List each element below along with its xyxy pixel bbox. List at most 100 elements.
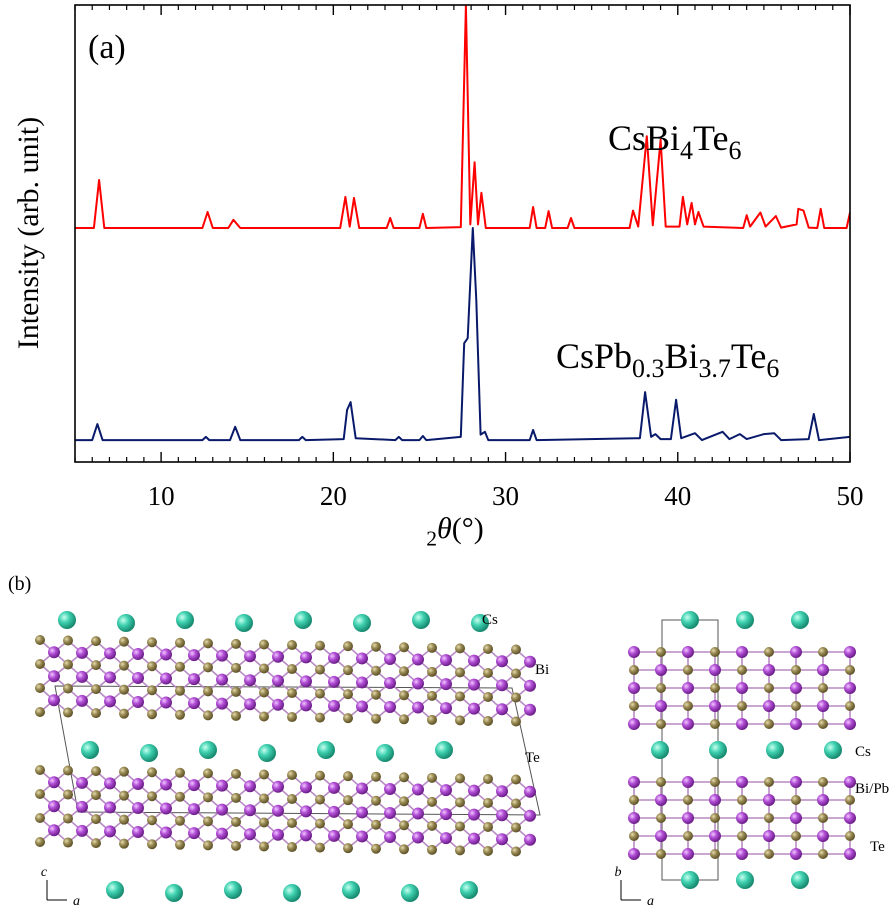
atom-bi (468, 833, 480, 845)
atom-te (791, 701, 801, 711)
atom-te (203, 710, 213, 720)
atom-te (203, 686, 213, 696)
atom-bi (384, 653, 396, 665)
atom-bi (216, 804, 228, 816)
atom-bi (628, 646, 640, 658)
atom-te (483, 822, 493, 832)
atom-bi (628, 776, 640, 788)
atom-cs (791, 611, 809, 629)
atom-bi (655, 664, 667, 676)
atom-te (399, 690, 409, 700)
atom-bi (440, 832, 452, 844)
atom-bi (763, 830, 775, 842)
atom-te (259, 841, 269, 851)
atom-cs (376, 744, 394, 762)
atom-te (35, 765, 45, 775)
atom-bi (104, 647, 116, 659)
atom-te (764, 813, 774, 823)
series-label: CsBi4Te6 (608, 118, 741, 165)
atom-te (511, 645, 521, 655)
atom-label: Cs (855, 744, 871, 760)
atom-bi (244, 650, 256, 662)
atom-te (511, 847, 521, 857)
atom-te (343, 819, 353, 829)
atom-bi (412, 832, 424, 844)
atom-te (371, 844, 381, 854)
atom-te (315, 795, 325, 805)
atom-te (656, 849, 666, 859)
atom-te (511, 823, 521, 833)
atom-bi (48, 824, 60, 836)
atom-te (175, 768, 185, 778)
atom-bi (790, 776, 802, 788)
atom-cs (736, 871, 754, 889)
atom-te (455, 821, 465, 831)
atom-te (147, 791, 157, 801)
atom-bi (132, 696, 144, 708)
atom-te (455, 691, 465, 701)
atom-bi (844, 812, 856, 824)
atom-cs (766, 741, 784, 759)
atom-cs (401, 884, 419, 902)
atom-te (119, 637, 129, 647)
atom-te (656, 813, 666, 823)
atom-bi (412, 654, 424, 666)
atom-bi (468, 655, 480, 667)
atom-te (63, 838, 73, 848)
atom-te (845, 795, 855, 805)
atom-te (175, 686, 185, 696)
atom-cs (317, 741, 335, 759)
atom-te (764, 777, 774, 787)
atom-te (119, 767, 129, 777)
atom-te (483, 846, 493, 856)
atom-te (35, 813, 45, 823)
atom-bi (76, 777, 88, 789)
atom-te (371, 642, 381, 652)
atom-te (91, 660, 101, 670)
atom-bi (384, 677, 396, 689)
atom-bi (736, 682, 748, 694)
atom-te (287, 818, 297, 828)
atom-te (231, 663, 241, 673)
atom-te (455, 715, 465, 725)
atom-bi (244, 804, 256, 816)
atom-te (818, 849, 828, 859)
atom-bi (132, 826, 144, 838)
atom-bi (188, 697, 200, 709)
atom-te (259, 711, 269, 721)
atom-te (259, 769, 269, 779)
atom-te (629, 701, 639, 711)
atom-te (91, 636, 101, 646)
atom-te (791, 665, 801, 675)
atom-te (259, 663, 269, 673)
atom-bi (736, 776, 748, 788)
atom-te (203, 638, 213, 648)
atom-bi (76, 695, 88, 707)
atom-te (91, 766, 101, 776)
atom-bi (216, 828, 228, 840)
atom-te (63, 766, 73, 776)
atom-label: Cs (482, 612, 498, 628)
atom-bi (655, 794, 667, 806)
atom-te (656, 683, 666, 693)
atom-bi (412, 808, 424, 820)
atom-te (737, 665, 747, 675)
atom-te (399, 796, 409, 806)
atom-cs (709, 741, 727, 759)
atom-bi (216, 780, 228, 792)
atom-te (683, 831, 693, 841)
atom-cs (651, 741, 669, 759)
atom-te (119, 791, 129, 801)
atom-te (147, 815, 157, 825)
x-tick-label: 20 (320, 481, 347, 511)
atom-bi (440, 808, 452, 820)
atom-bi (244, 828, 256, 840)
x-tick-label: 40 (664, 481, 691, 511)
atom-te (427, 715, 437, 725)
atom-bi (48, 646, 60, 658)
atom-bi (524, 786, 536, 798)
atom-te (231, 687, 241, 697)
atom-te (287, 842, 297, 852)
atom-bi (763, 664, 775, 676)
atom-bi (655, 830, 667, 842)
